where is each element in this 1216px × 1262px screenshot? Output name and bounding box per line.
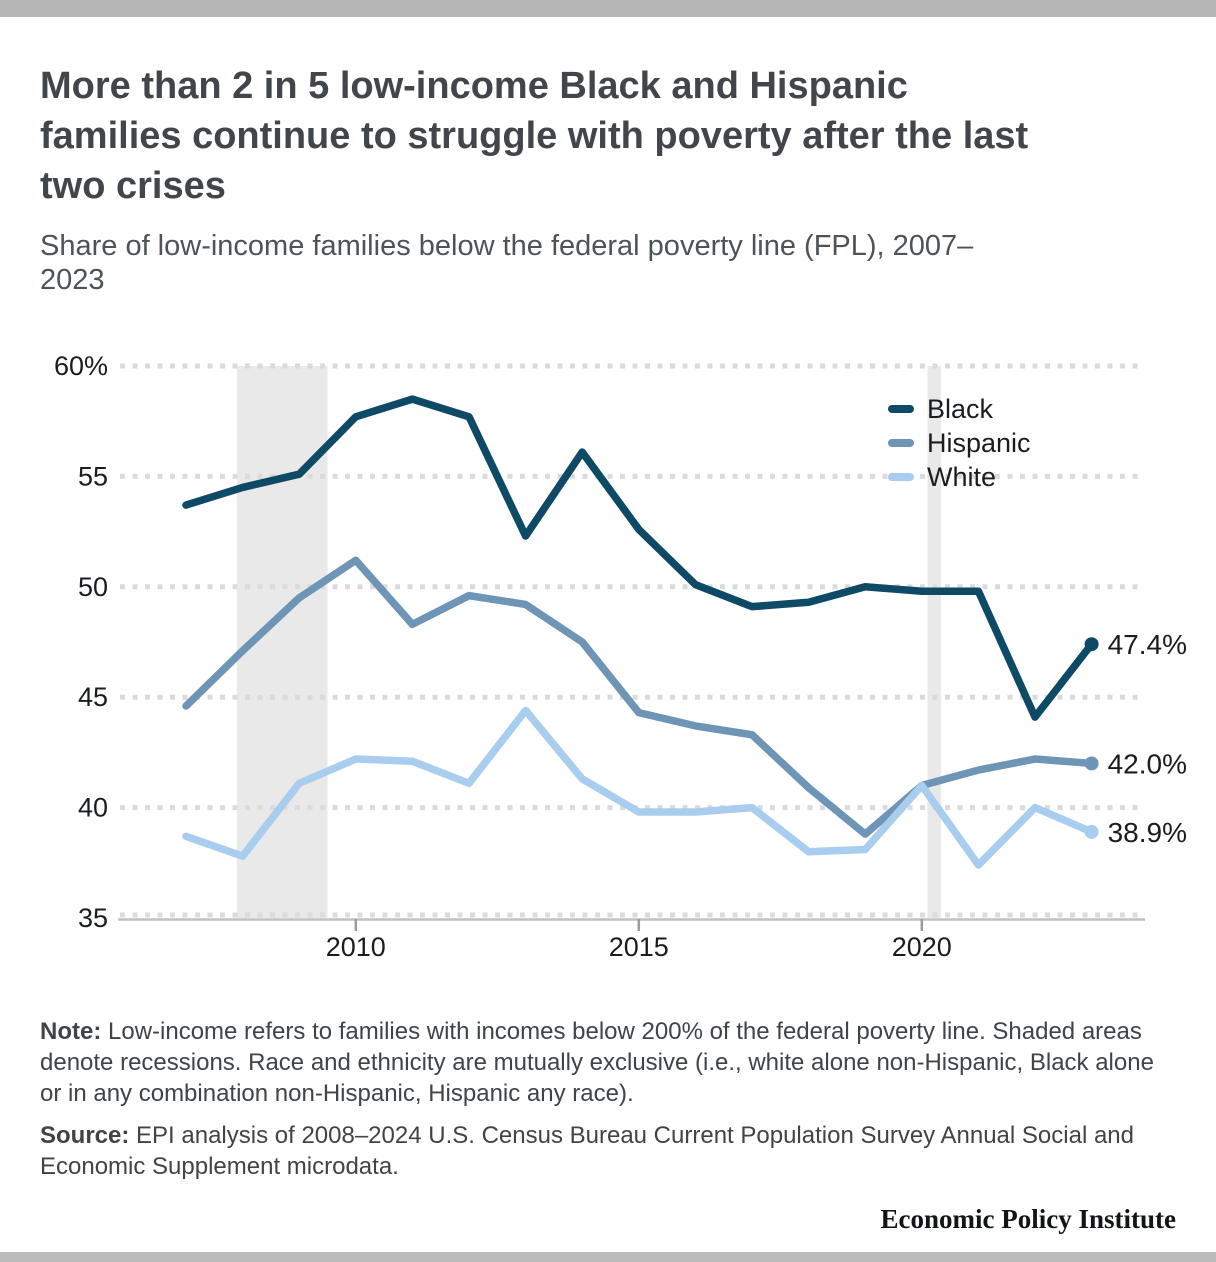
- legend-swatch-white: [888, 473, 914, 481]
- series-line-black: [182, 395, 1096, 721]
- gridlines: [120, 363, 1140, 918]
- legend-row-black: Black: [888, 392, 1031, 426]
- svg-text:55: 55: [78, 461, 108, 491]
- recession-bands: [236, 366, 942, 918]
- legend-label-hispanic: Hispanic: [927, 427, 1031, 458]
- legend-label-white: White: [927, 461, 997, 492]
- svg-text:50: 50: [78, 572, 108, 602]
- x-axis: [118, 918, 1145, 931]
- x-axis-labels: 2010 2015 2020: [326, 932, 952, 962]
- svg-text:40: 40: [78, 793, 108, 823]
- svg-text:60%: 60%: [54, 351, 108, 381]
- series-lines: [182, 395, 1099, 869]
- source-label: Source:: [40, 1122, 130, 1149]
- svg-text:2015: 2015: [609, 932, 669, 962]
- source-text: EPI analysis of 2008–2024 U.S. Census Bu…: [40, 1122, 1134, 1180]
- series-line-hispanic: [182, 556, 1096, 838]
- svg-text:35: 35: [78, 903, 108, 933]
- legend-row-hispanic: Hispanic: [888, 426, 1031, 460]
- page-title: More than 2 in 5 low-income Black and Hi…: [40, 65, 1029, 207]
- y-axis-labels: 60% 55 50 45 40 35: [54, 351, 108, 933]
- svg-text:2010: 2010: [326, 932, 386, 962]
- legend-swatch-black: [888, 405, 914, 413]
- legend: Black Hispanic White: [888, 392, 1031, 494]
- end-label-hispanic: 42.0%: [1108, 748, 1187, 779]
- footer-brand: Economic Policy Institute: [880, 1204, 1176, 1234]
- end-label-black: 47.4%: [1108, 629, 1187, 660]
- top-divider-bar: [0, 0, 1216, 17]
- svg-text:45: 45: [78, 682, 108, 712]
- end-dot-black: [1084, 637, 1099, 652]
- source: Source: EPI analysis of 2008–2024 U.S. C…: [40, 1120, 1176, 1182]
- end-label-white: 38.9%: [1108, 817, 1187, 848]
- note-text: Low-income refers to families with incom…: [40, 1018, 1154, 1107]
- note: Note: Low-income refers to families with…: [40, 1016, 1176, 1109]
- page-subtitle: Share of low-income families below the f…: [40, 230, 974, 296]
- series-line-white: [182, 706, 1096, 869]
- svg-text:2020: 2020: [892, 932, 952, 962]
- line-chart: 60% 55 50 45 40 35 2010 2015 2020 47.4% 42.0% 38.…: [54, 351, 1187, 962]
- legend-row-white: White: [888, 460, 1031, 494]
- end-dot-hispanic: [1084, 756, 1099, 771]
- legend-label-black: Black: [927, 393, 994, 424]
- legend-swatch-hispanic: [888, 439, 914, 447]
- bottom-divider-bar: [0, 1252, 1216, 1262]
- end-labels: 47.4% 42.0% 38.9%: [1108, 629, 1187, 848]
- note-label: Note:: [40, 1018, 102, 1045]
- chart-area: 60% 55 50 45 40 35 2010 2015 2020 47.4% 42.0% 38.…: [0, 349, 1216, 969]
- end-dot-white: [1084, 824, 1099, 839]
